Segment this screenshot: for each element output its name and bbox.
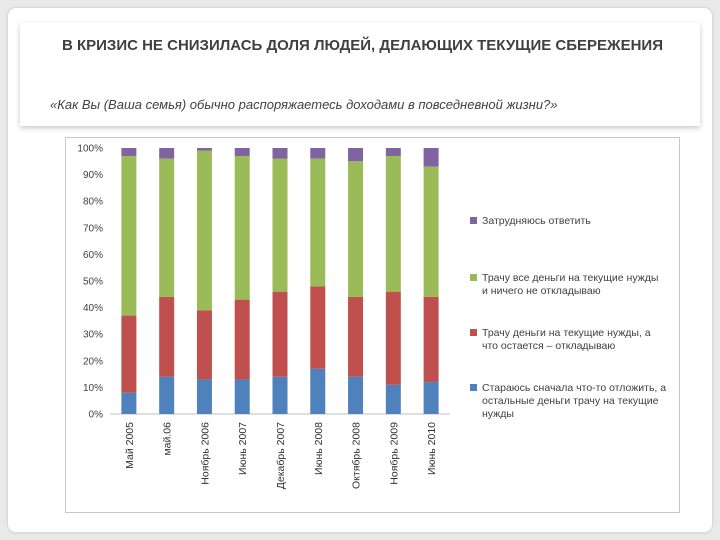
bar-segment xyxy=(310,148,326,159)
y-tick-label: 20% xyxy=(83,356,103,367)
bar-segment xyxy=(234,299,250,380)
bar-segment xyxy=(121,392,137,414)
bar-segment xyxy=(310,286,326,369)
bar-segment xyxy=(196,379,212,414)
bar-segment xyxy=(121,155,137,316)
y-tick-label: 10% xyxy=(83,383,103,394)
y-tick-label: 50% xyxy=(83,277,103,288)
legend-swatch-spend-then-save xyxy=(470,329,477,336)
bar-segment xyxy=(423,382,439,414)
x-tick-label: Октябрь 2008 xyxy=(351,422,363,489)
bar-segment xyxy=(159,376,175,414)
legend-label-spend-then-save: Трачу деньги на текущие нужды, а что ост… xyxy=(482,327,651,352)
legend-swatch-save-first xyxy=(470,384,477,391)
chart-subtitle: «Как Вы (Ваша семья) обычно распоряжаете… xyxy=(50,97,558,112)
bar-segment xyxy=(348,148,364,162)
x-tick-label: Май 2005 xyxy=(124,422,136,469)
y-tick-label: 70% xyxy=(83,223,103,234)
bar-segment xyxy=(121,315,137,393)
bar-segment xyxy=(159,148,175,159)
y-tick-label: 0% xyxy=(89,410,104,421)
x-tick-label: Июнь 2010 xyxy=(426,422,438,475)
y-tick-label: 90% xyxy=(83,170,103,181)
bar-segment xyxy=(348,376,364,414)
bar-segment xyxy=(196,150,212,311)
bar-segment xyxy=(385,291,401,385)
bar-segment xyxy=(272,291,288,377)
x-tick-label: Декабрь 2007 xyxy=(275,422,287,489)
bar-segment xyxy=(234,148,250,156)
y-tick-label: 80% xyxy=(83,197,103,208)
legend-swatch-hard-to-say xyxy=(470,217,477,224)
y-tick-label: 60% xyxy=(83,250,103,261)
bar-segment xyxy=(423,296,439,383)
bar-segment xyxy=(159,158,175,297)
bar-segment xyxy=(310,368,326,414)
bar-segment xyxy=(348,161,364,297)
legend-label-hard-to-say: Затрудняюсь ответить xyxy=(482,215,591,227)
bar-segment xyxy=(234,379,250,414)
bar-segment xyxy=(272,148,288,159)
bar-segment xyxy=(423,166,439,297)
x-tick-label: май.06 xyxy=(162,422,174,456)
y-tick-label: 100% xyxy=(77,144,103,155)
bar-segment xyxy=(385,148,401,156)
bar-segment xyxy=(272,158,288,292)
legend-label-spend-all: Трачу все деньги на текущие нужды и ниче… xyxy=(482,272,659,297)
bar-segment xyxy=(385,384,401,414)
bar-segment xyxy=(423,148,439,167)
x-tick-label: Ноябрь 2009 xyxy=(388,422,400,485)
title-band xyxy=(20,22,700,126)
bar-segment xyxy=(272,376,288,414)
bar-segment xyxy=(196,148,212,151)
bar-segment xyxy=(234,155,250,300)
x-tick-label: Июнь 2008 xyxy=(313,422,325,475)
bar-segment xyxy=(385,155,401,292)
x-tick-label: Ноябрь 2006 xyxy=(199,422,211,485)
x-tick-label: Июнь 2007 xyxy=(237,422,249,475)
bar-segment xyxy=(159,296,175,377)
legend-swatch-spend-all xyxy=(470,274,477,281)
bar-segment xyxy=(196,310,212,380)
legend-label-save-first: Стараюсь сначала что-то отложить, а оста… xyxy=(482,382,667,420)
page-title: В КРИЗИС НЕ СНИЗИЛАСЬ ДОЛЯ ЛЮДЕЙ, ДЕЛАЮЩ… xyxy=(61,37,663,54)
bar-segment xyxy=(310,158,326,287)
bar-segment xyxy=(348,296,364,377)
y-tick-label: 40% xyxy=(83,303,103,314)
bar-segment xyxy=(121,148,137,156)
y-tick-label: 30% xyxy=(83,330,103,341)
